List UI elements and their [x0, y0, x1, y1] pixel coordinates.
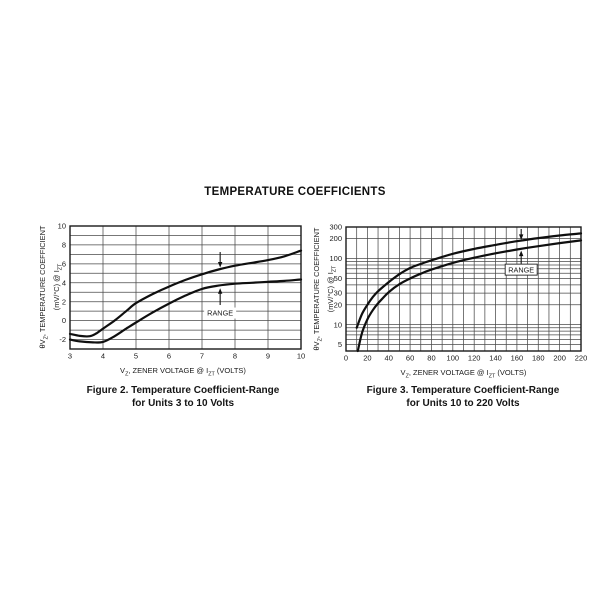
figure-2-x-tick: 4 — [101, 352, 105, 361]
figure-3-upper-limit-curve — [355, 232, 583, 329]
figure-3-x-tick: 120 — [468, 354, 481, 363]
figure-3-lower-limit-curve — [356, 239, 583, 353]
figure-2-upper-limit-curve — [68, 249, 303, 338]
range-arrow-head — [217, 288, 223, 294]
figure3-y-axis-title: θVZ, TEMPERATURE COEFFICIENT (mV/°C) @ I… — [312, 214, 338, 364]
figure-2-y-tick: 8 — [62, 241, 66, 250]
figure-2-x-tick: 9 — [266, 352, 270, 361]
figure3-caption-line1: Figure 3. Temperature Coefficient-Range — [366, 385, 560, 396]
figure-3-y-tick: 10 — [334, 320, 342, 329]
figure-3-x-tick: 80 — [427, 354, 435, 363]
figure2-y-axis-title-line2: (mV/°C) @ IZT — [52, 263, 64, 311]
range-label: RANGE — [207, 309, 233, 318]
figure-3-x-tick: 0 — [344, 354, 348, 363]
figure-2-x-tick: 3 — [68, 352, 72, 361]
figure-3-y-tick: 20 — [334, 300, 342, 309]
figure2-x-axis-title: VZ, ZENER VOLTAGE @ IZT (VOLTS) — [120, 366, 246, 378]
figure-3-y-tick: 100 — [329, 254, 342, 263]
figure-2-x-tick: 6 — [167, 352, 171, 361]
figure-3-x-tick: 40 — [385, 354, 393, 363]
figure2-y-axis-title-line1: θVZ, TEMPERATURE COEFFICIENT — [38, 225, 50, 349]
figure-2-plot: 3 4 5 6 7 8 9 10 10 8 6 4 2 0 -2 RANGE — [58, 222, 306, 361]
figure-3-range-annotation: RANGE — [504, 228, 538, 276]
figure2-caption-line2: for Units 3 to 10 Volts — [131, 398, 235, 409]
range-label-box — [204, 307, 237, 319]
figure-3-x-tick: 140 — [489, 354, 502, 363]
figure-3-y-tick: 200 — [329, 234, 342, 243]
range-arrow-head — [518, 250, 524, 257]
figure-2-y-tick: 10 — [58, 222, 66, 231]
figure-3-y-tick: 300 — [329, 223, 342, 232]
figure3-y-axis-title-line2: (mV/°C) @ IZT — [326, 265, 338, 313]
figure-2-y-tick: 4 — [62, 278, 66, 287]
figure-3-x-tick: 220 — [575, 354, 588, 363]
figure-2-y-tick: 2 — [62, 297, 66, 306]
figure3-caption: Figure 3. Temperature Coefficient-Range … — [333, 384, 593, 410]
figure-2-y-tick: -2 — [59, 335, 66, 344]
figure2-caption: Figure 2. Temperature Coefficient-Range … — [33, 384, 333, 410]
figure3-x-axis-title: VZ, ZENER VOLTAGE @ IZT (VOLTS) — [400, 368, 527, 380]
figure-2-range-annotation: RANGE — [204, 252, 237, 319]
figure-3-y-tick: 30 — [334, 289, 342, 298]
figure2-y-axis-title: θVZ, TEMPERATURE COEFFICIENT (mV/°C) @ I… — [38, 212, 64, 362]
figure-2-x-tick: 10 — [297, 352, 305, 361]
figure-2-y-tick: 6 — [62, 259, 66, 268]
figure-2-x-tick: 8 — [233, 352, 237, 361]
figure-3-x-tick: 180 — [532, 354, 545, 363]
range-arrow-head — [217, 261, 223, 268]
figure2-caption-line1: Figure 2. Temperature Coefficient-Range — [86, 385, 280, 396]
figure-3-x-tick: 160 — [511, 354, 524, 363]
figure-2-x-tick: 7 — [200, 352, 204, 361]
figure-3-plot: 0 20 40 60 80 100 120 140 160 180 200 220 300 200 100 5… — [329, 223, 587, 363]
figure-3-x-tick: 60 — [406, 354, 414, 363]
figure-2-frame — [69, 225, 302, 350]
figure3-y-axis-title-line1: θVZ, TEMPERATURE COEFFICIENT — [312, 227, 324, 351]
figure-3-x-tick: 200 — [553, 354, 566, 363]
figure-2-y-tick: 0 — [62, 316, 66, 325]
figure-3-frame — [345, 226, 582, 352]
range-arrow-head — [518, 234, 524, 240]
range-label-box — [504, 263, 538, 276]
page-title: TEMPERATURE COEFFICIENTS — [204, 186, 386, 198]
figure-3-y-tick: 5 — [338, 340, 342, 349]
figure-2-lower-limit-curve — [68, 278, 303, 344]
figure3-caption-line2: for Units 10 to 220 Volts — [406, 398, 520, 409]
figure-3-x-tick: 20 — [363, 354, 371, 363]
range-label: RANGE — [508, 265, 534, 274]
figure-3-x-tick: 100 — [447, 354, 460, 363]
figure-2-x-tick: 5 — [134, 352, 138, 361]
figure-3-y-tick: 50 — [334, 274, 342, 283]
